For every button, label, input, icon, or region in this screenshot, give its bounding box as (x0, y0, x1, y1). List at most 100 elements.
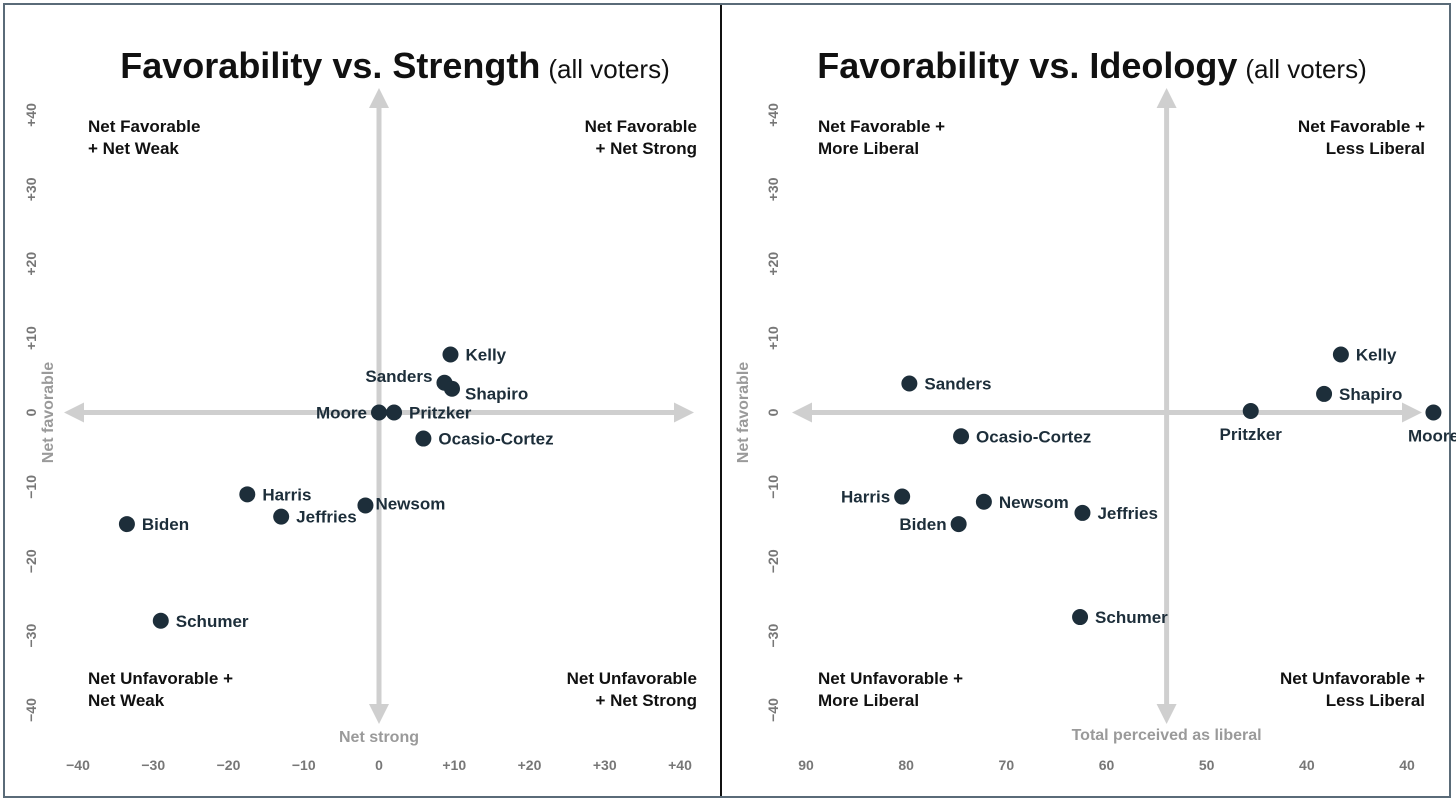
x-axis-title: Net strong (339, 729, 419, 746)
point-harris (239, 486, 256, 503)
point-harris (894, 488, 911, 505)
x-axis-arrow-right (1402, 402, 1422, 423)
quadrant-label-bottom-right: Net Unfavorable + Net Strong (567, 669, 697, 710)
point-schumer (152, 612, 169, 629)
point-label-kelly: Kelly (465, 345, 506, 364)
quadrant-label-top-left: Net Favorable + Net Weak (88, 117, 200, 158)
x-tick-label: +40 (668, 757, 692, 773)
y-tick-label: −40 (765, 698, 781, 722)
y-tick-label: +10 (23, 326, 39, 350)
y-tick-label: −40 (23, 698, 39, 722)
point-kelly (1332, 346, 1349, 363)
point-kelly (442, 346, 459, 363)
point-label-biden: Biden (899, 515, 946, 534)
quadrant-label-line: Net Favorable (585, 117, 697, 136)
y-tick-label: +30 (23, 177, 39, 201)
x-tick-label: 60 (1099, 757, 1115, 773)
y-tick-label: −30 (765, 624, 781, 648)
chart-title: Favorability vs. Strength (all voters) (120, 45, 669, 86)
x-axis-title: Total perceived as liberal (1072, 727, 1262, 744)
point-shapiro (1316, 385, 1333, 402)
y-axis-arrow-up (369, 88, 389, 108)
point-biden (118, 516, 135, 533)
point-label-newsom: Newsom (375, 494, 445, 513)
quadrant-label-line: Less Liberal (1326, 691, 1425, 710)
point-moore (371, 404, 387, 421)
chart-subtitle: (all voters) (548, 54, 669, 84)
y-tick-label: 0 (23, 408, 39, 416)
quadrant-label-line: + Net Weak (88, 139, 179, 158)
point-label-moore: Moore (1408, 427, 1456, 446)
panel-divider (720, 5, 722, 796)
point-label-harris: Harris (841, 488, 890, 507)
point-newsom (975, 493, 992, 510)
chart-subtitle: (all voters) (1245, 54, 1366, 84)
quadrant-label-line: Net Weak (88, 691, 165, 710)
y-tick-label: +40 (765, 103, 781, 127)
y-axis-arrow-down (1156, 704, 1177, 724)
quadrant-label-line: Net Favorable (88, 117, 200, 136)
x-tick-label: 0 (375, 757, 383, 773)
quadrant-label-bottom-right: Net Unfavorable + Less Liberal (1280, 669, 1425, 710)
quadrant-label-line: More Liberal (818, 691, 919, 710)
chart-title-main: Favorability vs. Ideology (817, 45, 1237, 86)
y-tick-label: −10 (765, 475, 781, 499)
quadrant-label-line: Net Favorable + (818, 117, 945, 136)
point-label-harris: Harris (262, 485, 311, 504)
point-label-moore: Moore (316, 404, 367, 423)
point-label-schumer: Schumer (1095, 608, 1168, 627)
point-label-sanders: Sanders (365, 367, 432, 386)
quadrant-label-line: + Net Strong (595, 139, 697, 158)
x-tick-label: 90 (798, 757, 814, 773)
chart-title: Favorability vs. Ideology (all voters) (817, 45, 1366, 86)
y-tick-label: +10 (765, 326, 781, 350)
point-ocasio-cortez (415, 430, 432, 447)
y-axis-title: Net favorable (735, 362, 752, 463)
y-tick-label: −20 (23, 549, 39, 573)
y-tick-label: +40 (23, 103, 39, 127)
point-jeffries (1074, 504, 1091, 521)
y-tick-label: +20 (765, 252, 781, 276)
x-tick-label: −10 (292, 757, 316, 773)
quadrant-label-line: Net Unfavorable + (88, 669, 233, 688)
x-tick-label: −40 (66, 757, 90, 773)
point-shapiro (443, 380, 460, 397)
point-label-jeffries: Jeffries (296, 508, 356, 527)
y-axis-arrow-down (369, 704, 389, 724)
point-label-shapiro: Shapiro (465, 385, 528, 404)
x-axis-arrow-left (792, 402, 812, 423)
point-label-ocasio-cortez: Ocasio-Cortez (438, 430, 553, 449)
y-axis-arrow-up (1156, 88, 1177, 108)
x-tick-label: 40 (1399, 757, 1415, 773)
point-label-pritzker: Pritzker (409, 404, 472, 423)
quadrant-label-line: Net Unfavorable (567, 669, 697, 688)
quadrant-label-bottom-left: Net Unfavorable + More Liberal (818, 669, 963, 710)
point-moore (1425, 404, 1442, 421)
x-tick-label: 80 (898, 757, 914, 773)
point-schumer (1072, 609, 1089, 626)
x-axis-arrow-right (674, 402, 694, 423)
x-tick-label: +20 (518, 757, 542, 773)
outer-frame (3, 3, 1451, 798)
y-tick-label: +20 (23, 252, 39, 276)
point-ocasio-cortez (953, 428, 970, 445)
point-label-pritzker: Pritzker (1220, 425, 1283, 444)
chart-title-main: Favorability vs. Strength (120, 45, 540, 86)
point-pritzker (386, 404, 403, 421)
quadrant-label-top-right: Net Favorable + Less Liberal (1298, 117, 1425, 158)
x-tick-label: +30 (593, 757, 617, 773)
y-tick-label: −20 (765, 549, 781, 573)
y-tick-label: +30 (765, 177, 781, 201)
x-tick-label: −20 (217, 757, 241, 773)
x-tick-label: 70 (999, 757, 1015, 773)
point-sanders (901, 375, 918, 392)
point-label-shapiro: Shapiro (1339, 385, 1402, 404)
y-axis-title: Net favorable (40, 362, 57, 463)
x-tick-label: −30 (141, 757, 165, 773)
y-tick-label: −30 (23, 624, 39, 648)
quadrant-label-line: Less Liberal (1326, 139, 1425, 158)
panel-favorability-vs-ideology: Favorability vs. Ideology (all voters) 90 8… (735, 45, 1456, 773)
y-tick-label: 0 (765, 408, 781, 416)
point-label-schumer: Schumer (176, 612, 249, 631)
